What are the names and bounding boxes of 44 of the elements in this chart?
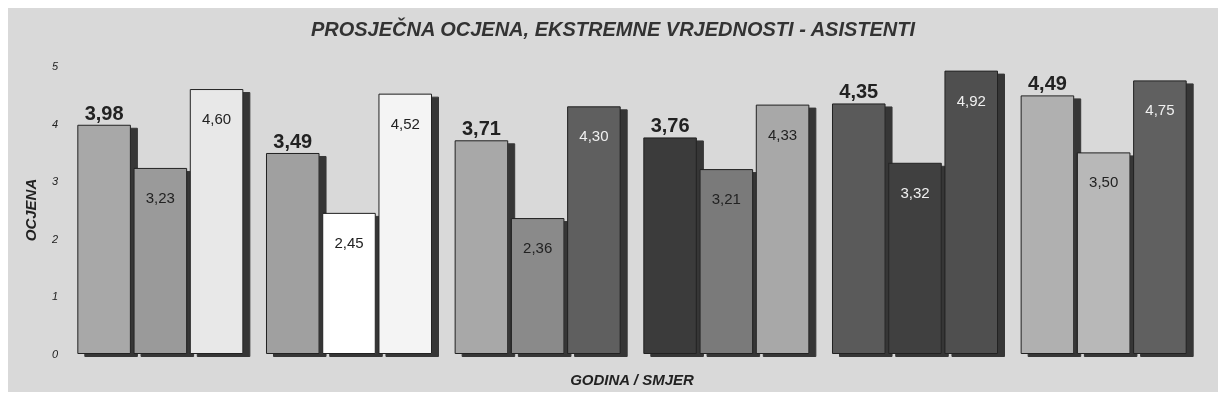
data-label: 4,75	[1145, 101, 1175, 119]
y-tick-label: 5	[51, 60, 59, 72]
bar	[265, 152, 320, 354]
bar	[567, 106, 621, 354]
data-label: 3,21	[711, 190, 741, 208]
bar	[1020, 95, 1075, 354]
data-label: 4,49	[1027, 72, 1067, 95]
data-label: 2,45	[334, 233, 364, 251]
data-label: 4,92	[956, 91, 986, 109]
data-label: 4,60	[201, 110, 232, 128]
data-label: 3,49	[273, 129, 313, 152]
data-label: 3,98	[84, 101, 124, 124]
bar	[77, 124, 131, 354]
y-tick-label: 2	[50, 232, 58, 245]
bar	[831, 103, 886, 354]
bar	[888, 162, 942, 354]
data-label: 3,32	[900, 183, 930, 201]
data-label: 4,33	[767, 125, 798, 143]
y-tick-label: 3	[51, 175, 59, 188]
data-label: 4,35	[839, 80, 879, 103]
bar	[378, 93, 433, 354]
data-label: 3,23	[145, 188, 175, 206]
x-axis-title: GODINA / SMJER	[570, 371, 694, 388]
data-label: 3,50	[1089, 173, 1119, 191]
bar	[1133, 80, 1187, 354]
data-label: 4,52	[390, 114, 420, 132]
data-label: 3,76	[650, 114, 690, 137]
bar	[133, 167, 188, 354]
y-tick-label: 4	[51, 117, 58, 130]
y-tick-label: 0	[51, 348, 59, 360]
bar	[322, 212, 376, 354]
data-label: 4,30	[579, 127, 609, 145]
bar	[454, 140, 509, 354]
bar	[699, 169, 754, 354]
bar	[944, 70, 999, 354]
data-label: 2,36	[523, 239, 553, 257]
y-tick-label: 1	[51, 290, 58, 303]
bar	[643, 137, 697, 354]
y-axis-title: OCJENA	[22, 178, 39, 242]
bar	[510, 218, 565, 354]
bar	[189, 89, 244, 354]
bar	[1076, 152, 1131, 354]
chart-title: PROSJEČNA OCJENA, EKSTREMNE VRJEDNOSTI - ASISTENTI	[310, 17, 916, 40]
data-label: 3,71	[461, 117, 501, 140]
